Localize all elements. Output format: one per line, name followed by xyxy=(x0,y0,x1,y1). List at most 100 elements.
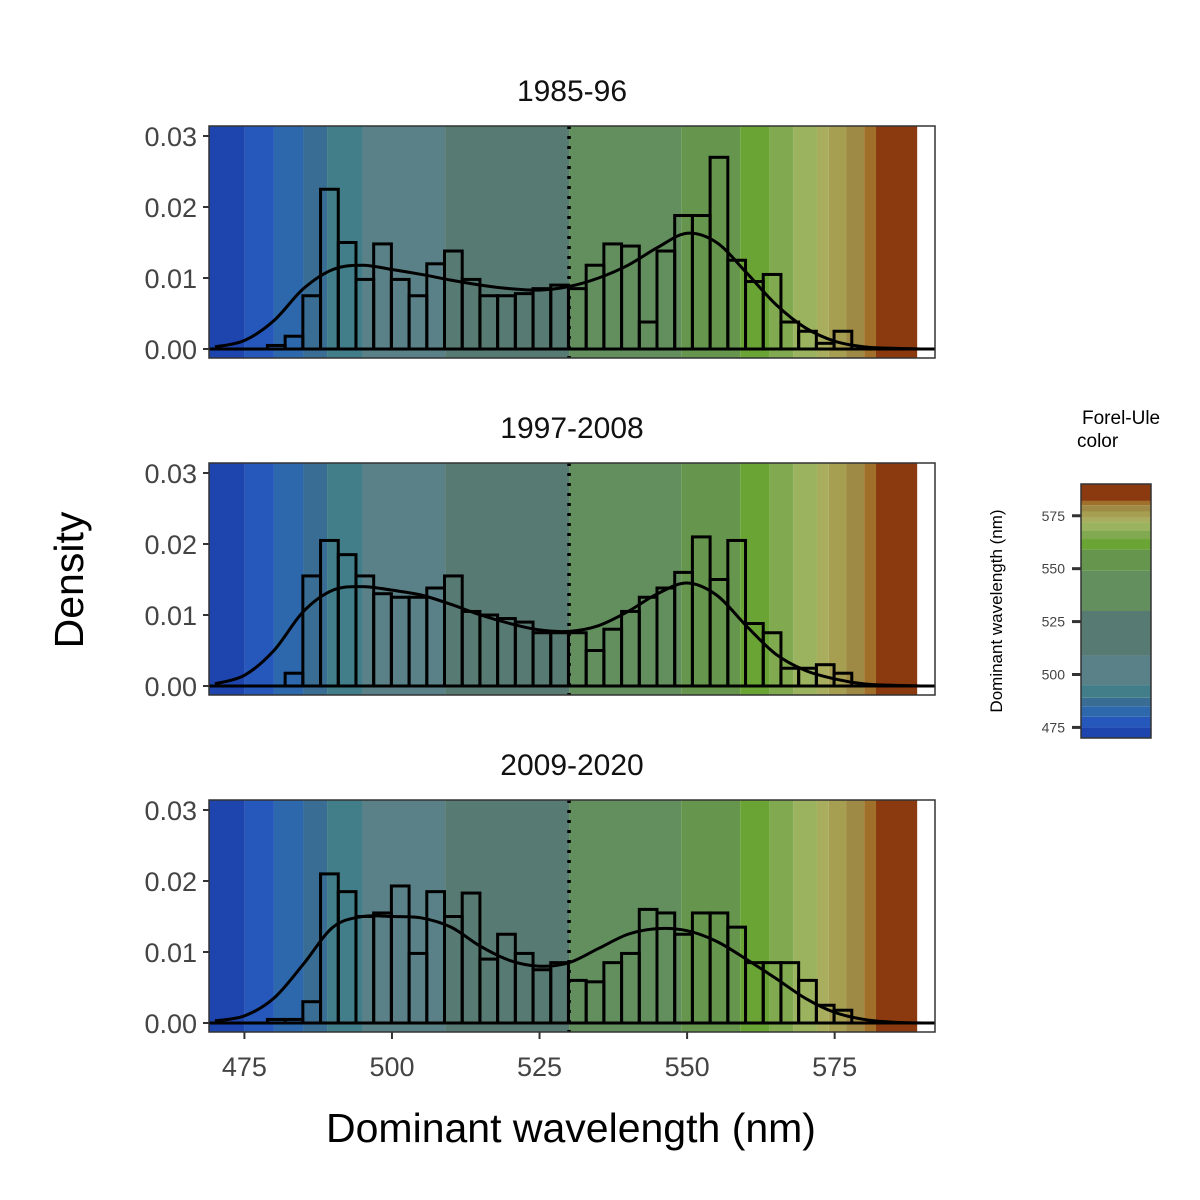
color-band xyxy=(917,126,935,358)
legend-tick-label: 500 xyxy=(1042,667,1066,683)
legend-tick-label: 575 xyxy=(1042,508,1066,524)
color-band xyxy=(846,463,865,695)
y-axis-title: Density xyxy=(46,511,92,648)
color-band xyxy=(828,800,847,1032)
color-band xyxy=(362,463,446,695)
color-band xyxy=(917,800,935,1032)
legend-color-swatch xyxy=(1081,484,1151,501)
legend-color-swatch xyxy=(1081,517,1151,523)
y-tick-label: 0.00 xyxy=(144,672,197,702)
x-axis: 475 500 525 550 575 xyxy=(222,1032,857,1082)
y-tick-label: 0.00 xyxy=(144,1009,197,1039)
color-band xyxy=(209,126,245,358)
color-band xyxy=(875,463,918,695)
legend-color-swatch xyxy=(1081,697,1151,707)
panels: 0.00 0.01 0.02 0.03 1985-96 0.00 0.01 0.02 0.03 1… xyxy=(144,75,936,1039)
x-axis-title: Dominant wavelength (nm) xyxy=(326,1105,816,1151)
color-band xyxy=(273,463,304,695)
legend-tick-label: 525 xyxy=(1042,614,1066,630)
legend-color-swatch xyxy=(1081,611,1151,656)
y-tick-label: 0.03 xyxy=(144,122,197,152)
color-band xyxy=(864,800,876,1032)
color-band xyxy=(917,463,935,695)
color-band xyxy=(828,126,847,358)
x-tick-label: 500 xyxy=(369,1052,414,1082)
color-band xyxy=(445,463,570,695)
panel-title: 1985-96 xyxy=(517,75,627,108)
color-band xyxy=(875,126,918,358)
legend-color-swatch xyxy=(1081,511,1151,518)
color-band xyxy=(846,800,865,1032)
legend-color-swatch xyxy=(1081,570,1151,611)
legend-tick-label: 475 xyxy=(1042,719,1066,735)
color-band xyxy=(273,800,304,1032)
color-band xyxy=(816,800,829,1032)
color-band xyxy=(569,463,682,695)
color-band xyxy=(273,126,304,358)
y-tick-label: 0.03 xyxy=(144,459,197,489)
color-band xyxy=(846,126,865,358)
color-band xyxy=(303,126,328,358)
panel-title: 1997-2008 xyxy=(500,412,643,445)
panel-1: 0.00 0.01 0.02 0.03 1985-96 xyxy=(144,75,936,365)
color-band xyxy=(209,800,245,1032)
legend-color-swatch xyxy=(1081,716,1151,728)
panel-3: 0.00 0.01 0.02 0.03 2009-2020 xyxy=(144,749,936,1039)
legend-color-swatch xyxy=(1081,549,1151,571)
x-tick-label: 475 xyxy=(222,1052,267,1082)
legend-tick-label: 550 xyxy=(1042,561,1066,577)
color-band xyxy=(569,126,682,358)
density-curve xyxy=(214,581,924,688)
color-band xyxy=(244,126,274,358)
legend-color-swatch xyxy=(1081,685,1151,698)
color-band xyxy=(793,126,817,358)
legend-border xyxy=(1080,483,1152,739)
legend-color-swatch xyxy=(1081,706,1151,717)
y-tick-label: 0.01 xyxy=(144,938,197,968)
color-band xyxy=(769,800,794,1032)
legend-color-swatch xyxy=(1081,530,1151,540)
y-tick-label: 0.02 xyxy=(144,530,197,560)
color-band xyxy=(769,463,794,695)
color-band xyxy=(828,463,847,695)
panel-title: 2009-2020 xyxy=(500,749,643,782)
y-tick-label: 0.00 xyxy=(144,335,197,365)
color-band xyxy=(816,463,829,695)
color-band xyxy=(303,800,328,1032)
legend-title-line: color xyxy=(1077,431,1119,452)
color-band xyxy=(362,126,446,358)
legend-title-line: Forel-Ule xyxy=(1082,408,1160,429)
y-tick-label: 0.02 xyxy=(144,193,197,223)
color-band xyxy=(864,463,876,695)
y-tick-label: 0.03 xyxy=(144,796,197,826)
panel-2: 0.00 0.01 0.02 0.03 1997-2008 xyxy=(144,412,936,702)
color-band xyxy=(793,463,817,695)
color-band xyxy=(445,800,570,1032)
x-tick-label: 575 xyxy=(812,1052,857,1082)
legend-color-swatch xyxy=(1081,539,1151,550)
panel-border xyxy=(208,125,936,359)
legend-color-swatch xyxy=(1081,655,1151,686)
x-tick-label: 525 xyxy=(517,1052,562,1082)
color-band xyxy=(445,126,570,358)
color-band xyxy=(209,463,245,695)
color-band xyxy=(864,126,876,358)
color-band xyxy=(244,800,274,1032)
legend-axis-title: Dominant wavelength (nm) xyxy=(987,509,1006,712)
color-band xyxy=(569,800,682,1032)
y-tick-label: 0.02 xyxy=(144,867,197,897)
y-tick-label: 0.01 xyxy=(144,264,197,294)
legend-color-swatch xyxy=(1081,505,1151,512)
color-band xyxy=(244,463,274,695)
color-band xyxy=(303,463,328,695)
panel-border xyxy=(208,462,936,696)
panel-border xyxy=(208,799,936,1033)
legend-color-swatch xyxy=(1081,522,1151,531)
color-band xyxy=(816,126,829,358)
color-band xyxy=(875,800,918,1032)
legend-color-swatch xyxy=(1081,500,1151,506)
color-band xyxy=(769,126,794,358)
x-tick-label: 550 xyxy=(665,1052,710,1082)
